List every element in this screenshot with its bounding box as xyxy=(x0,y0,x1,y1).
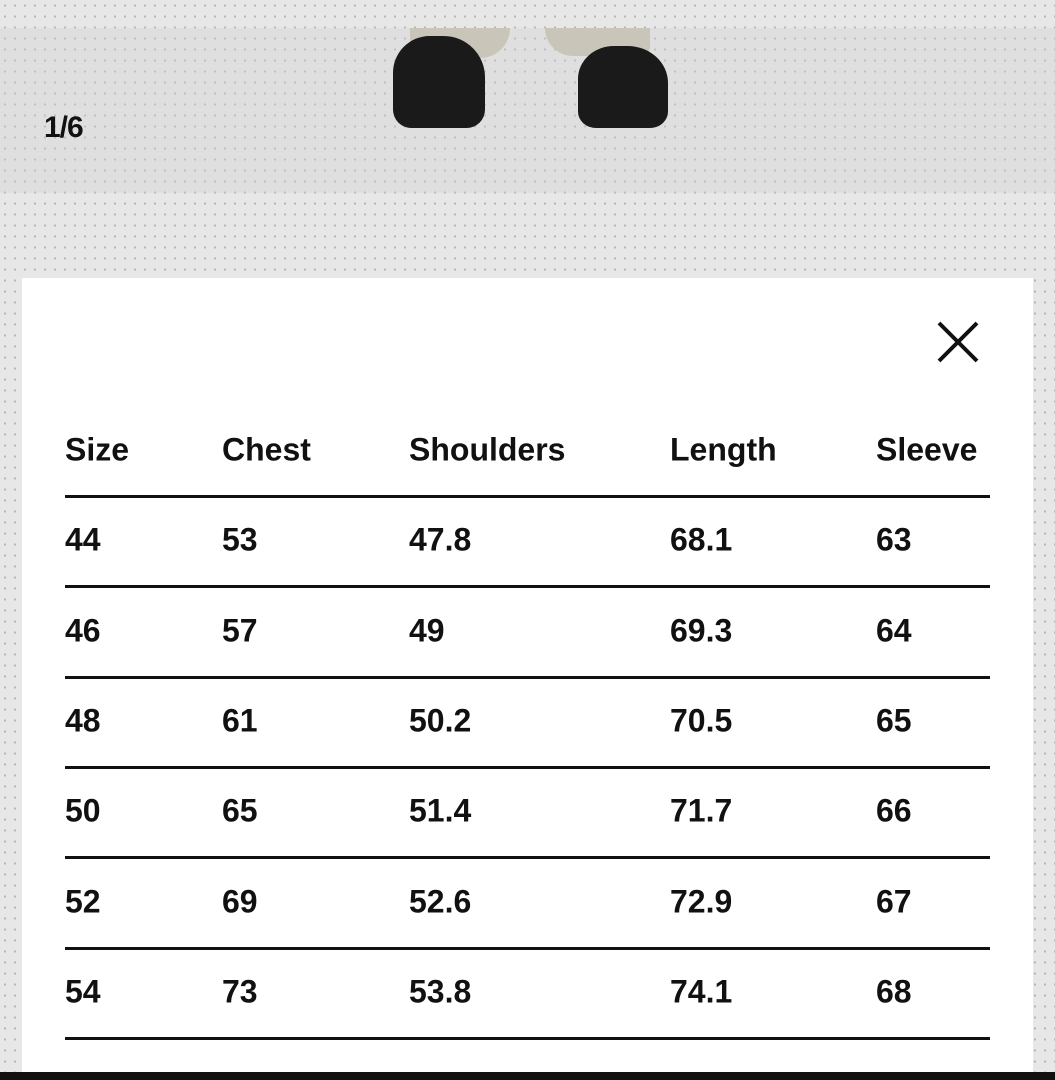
table-cell: 68 xyxy=(876,973,912,1010)
bottom-bar xyxy=(0,1072,1055,1080)
shoe-left xyxy=(393,36,485,128)
table-cell: 53 xyxy=(222,521,258,558)
table-cell: 69.3 xyxy=(670,612,733,649)
table-cell: 63 xyxy=(876,521,912,558)
table-cell: 69 xyxy=(222,883,258,919)
table-cell: 44 xyxy=(65,521,101,558)
table-cell: 50 xyxy=(65,792,101,829)
table-cell: 74.1 xyxy=(670,973,733,1010)
column-header: Length xyxy=(670,431,777,468)
table-cell: 61 xyxy=(222,702,258,739)
table-header: Size Chest Shoulders Length Sleeve xyxy=(65,405,990,498)
table-cell: 68.1 xyxy=(670,521,733,558)
table-cell: 52 xyxy=(65,883,101,919)
size-chart-modal: Size Chest Shoulders Length Sleeve 44 53 47.8 68… xyxy=(22,278,1033,1072)
table-cell: 48 xyxy=(65,702,101,739)
table-cell: 52.6 xyxy=(409,883,472,919)
table-cell: 64 xyxy=(876,612,912,649)
table-cell: 65 xyxy=(876,702,912,739)
column-header: Size xyxy=(65,431,130,468)
table-cell: 72.9 xyxy=(670,883,733,919)
table-row: 46 57 49 69.3 64 xyxy=(65,586,990,679)
image-counter: 1/6 xyxy=(44,111,84,144)
table-cell: 51.4 xyxy=(409,792,472,829)
column-header: Shoulders xyxy=(409,431,566,468)
table-row: 44 53 47.8 68.1 63 xyxy=(65,495,990,589)
table-cell: 54 xyxy=(65,973,101,1010)
table-cell: 70.5 xyxy=(670,702,733,739)
column-header: Chest xyxy=(222,431,311,468)
table-cell: 53.8 xyxy=(409,973,472,1010)
table-cell: 46 xyxy=(65,612,101,649)
column-header: Sleeve xyxy=(876,431,978,468)
table-cell: 67 xyxy=(876,883,912,919)
table-cell: 71.7 xyxy=(670,792,733,829)
table-row: 50 65 51.4 71.7 66 xyxy=(65,766,990,860)
table-cell: 73 xyxy=(222,973,258,1010)
table-cell: 50.2 xyxy=(409,702,472,739)
table-cell: 66 xyxy=(876,792,912,829)
table-row: 48 61 50.2 70.5 65 xyxy=(65,676,990,769)
table-row: 52 69 52.6 72.9 67 xyxy=(65,857,990,950)
table-cell: 47.8 xyxy=(409,521,472,558)
table-row: 54 73 53.8 74.1 68 xyxy=(65,947,990,1040)
shoe-right xyxy=(578,46,668,128)
table-cell: 49 xyxy=(409,612,445,649)
product-image[interactable] xyxy=(0,28,1055,193)
close-icon[interactable] xyxy=(936,320,980,364)
table-cell: 57 xyxy=(222,612,258,649)
table-cell: 65 xyxy=(222,792,258,829)
